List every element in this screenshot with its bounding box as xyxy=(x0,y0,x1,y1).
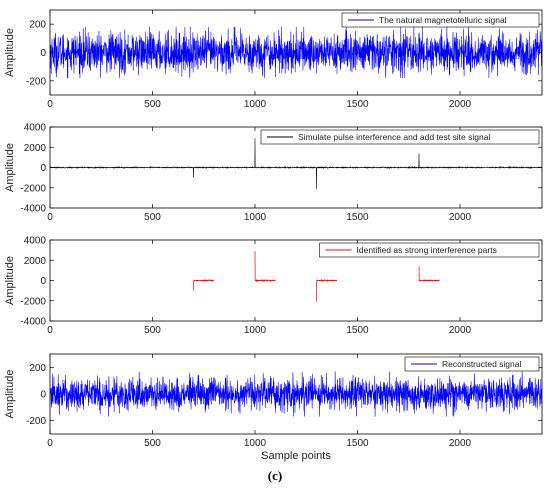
y-tick-label: -200 xyxy=(26,76,46,87)
x-tick-label: 2000 xyxy=(449,325,472,336)
y-tick-label: -4000 xyxy=(20,317,46,328)
y-axis-label: Amplitude xyxy=(4,256,16,305)
legend: Identified as strong interference parts xyxy=(319,242,540,258)
y-tick-label: 2000 xyxy=(24,256,47,267)
x-tick-label: 500 xyxy=(144,212,161,223)
y-axis-label: Amplitude xyxy=(4,28,16,77)
legend-label: Simulate pulse interference and add test… xyxy=(298,132,490,142)
x-tick-label: 500 xyxy=(144,438,161,449)
legend-label: Reconstructed signal xyxy=(442,359,521,369)
x-tick-label: 1500 xyxy=(346,99,369,110)
series-group xyxy=(50,26,542,79)
chart-panel-3: 0 500 1000 1500 2000 4000 2000 0 -2000 -4000 Ampli… xyxy=(4,236,543,336)
y-tick-label: -2000 xyxy=(20,183,46,194)
x-tick-label: 1500 xyxy=(346,325,369,336)
x-tick-label: 0 xyxy=(47,99,53,110)
legend-label: The natural magnetotelluric signal xyxy=(379,15,507,25)
legend-box xyxy=(260,129,540,145)
x-tick-label: 1000 xyxy=(244,438,267,449)
interference-segment-2 xyxy=(254,251,276,283)
y-tick-label: 4000 xyxy=(24,123,47,134)
chart-panel-4: 0 500 1000 1500 20002000-200AmplitudeSample … xyxy=(4,353,543,462)
legend: The natural magnetotelluric signal xyxy=(341,12,540,28)
legend: Reconstructed signal xyxy=(404,356,540,372)
x-tick-label: 500 xyxy=(144,325,161,336)
y-tick-label: 2000 xyxy=(24,143,47,154)
x-tick-label: 2000 xyxy=(449,438,472,449)
y-tick-label: -200 xyxy=(26,416,46,427)
x-tick-label: 0 xyxy=(47,212,53,223)
x-tick-label: 2000 xyxy=(449,99,472,110)
x-tick-label: 1000 xyxy=(244,99,267,110)
x-tick-label: 500 xyxy=(144,99,161,110)
interference-segment-3 xyxy=(316,278,338,302)
interference-segment-4 xyxy=(418,266,440,282)
series-line-1 xyxy=(50,371,542,417)
series-line-1 xyxy=(50,26,542,79)
series-group xyxy=(50,371,542,417)
x-tick-label: 1500 xyxy=(346,212,369,223)
x-tick-label: 2000 xyxy=(449,212,472,223)
legend: Simulate pulse interference and add test… xyxy=(260,129,540,145)
y-tick-label: 4000 xyxy=(24,236,47,247)
legend-label: Identified as strong interference parts xyxy=(357,245,497,255)
x-axis-label: Sample points xyxy=(261,450,331,462)
y-tick-label: 0 xyxy=(40,276,46,287)
x-tick-label: 1000 xyxy=(244,212,267,223)
y-tick-label: -2000 xyxy=(20,296,46,307)
interference-segment-1 xyxy=(193,278,215,291)
legend-box xyxy=(341,12,540,28)
y-axis-label: Amplitude xyxy=(4,143,16,192)
figure-caption: (c) xyxy=(268,468,282,483)
x-tick-label: 1000 xyxy=(244,325,267,336)
y-tick-label: 200 xyxy=(29,20,46,31)
series-line-1 xyxy=(50,138,542,189)
y-tick-label: 0 xyxy=(40,390,46,401)
chart-panel-2: 0 500 1000 1500 2000 4000 2000 0 -2000 -4000 Ampli… xyxy=(4,123,543,223)
series-group xyxy=(193,251,440,302)
y-tick-label: -4000 xyxy=(20,204,46,215)
y-tick-label: 0 xyxy=(40,48,46,59)
legend-box xyxy=(319,242,540,258)
series-group xyxy=(50,138,542,189)
y-axis-label: Amplitude xyxy=(4,370,16,419)
x-tick-label: 1500 xyxy=(346,438,369,449)
x-tick-label: 0 xyxy=(47,325,53,336)
y-tick-label: 0 xyxy=(40,163,46,174)
y-tick-label: 200 xyxy=(29,363,46,374)
legend-box xyxy=(404,356,540,372)
x-tick-label: 0 xyxy=(47,438,53,449)
